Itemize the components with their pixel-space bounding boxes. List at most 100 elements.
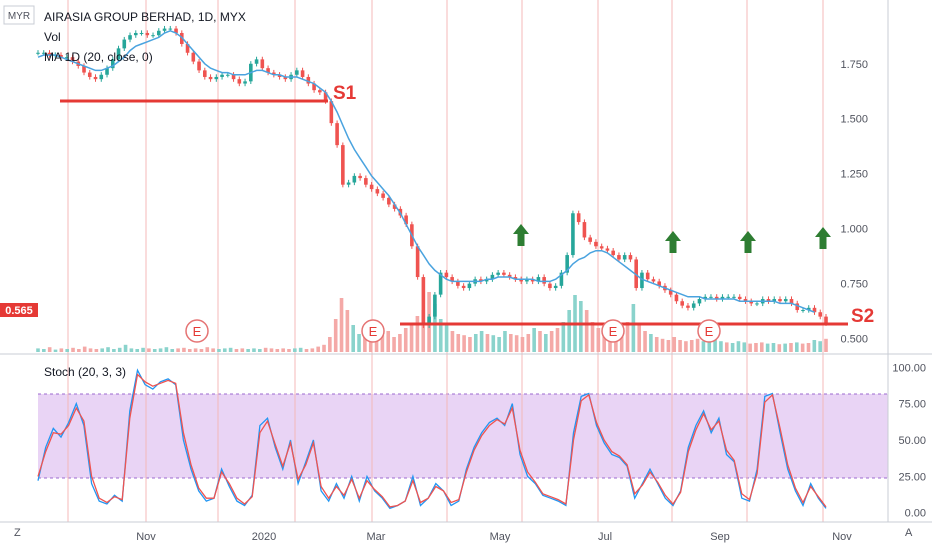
candle-body [231,74,236,80]
candle-body [461,285,466,289]
volume-bar [339,298,344,352]
volume-bar [532,328,536,352]
stoch-tick-label: 100.00 [892,362,926,374]
earnings-circle-icon [601,319,625,343]
annotation-s1: S1 [333,83,357,104]
candle-body [254,59,259,64]
volume-bar [59,348,64,352]
volume-bar [304,349,309,352]
currency-box[interactable] [3,5,35,25]
candle-body [214,76,219,80]
volume-bar [310,348,315,352]
volume-bar [444,325,449,352]
up-arrow-icon [513,224,529,246]
price-tick-label: 0.750 [840,279,868,291]
volume-bar [649,334,653,352]
volume-bar [789,343,793,352]
candle-body [243,81,247,84]
candle-body [456,281,460,286]
volume-bar [293,348,297,352]
volume-bar [433,304,437,352]
time-axis: Nov 2020 Mar May Jul Sep Nov [136,531,852,543]
volume-bar [549,331,554,352]
volume-bar [561,322,566,352]
time-tick-label: May [490,531,511,543]
volume-bar [368,334,373,352]
volume-bar [579,301,583,352]
candle-body [421,277,426,326]
candle-body [375,189,380,194]
volume-bar [88,348,93,352]
earnings-marker[interactable]: E [185,319,209,343]
volume-bar [47,347,52,352]
volume-bar [269,348,274,352]
candle-body [438,272,443,295]
candle-body [433,294,437,317]
candle-body [358,175,362,179]
auto-scale-label[interactable]: A [905,527,913,539]
stoch-legend: Stoch (20, 3, 3) [44,365,126,379]
candle-body [559,272,564,286]
candle-body [502,272,506,275]
volume-bar [409,325,414,352]
up-arrow-icon [665,231,681,253]
volume-bar [199,349,204,352]
candle-body [645,272,650,280]
candle-body [565,255,569,273]
candle-body [226,74,230,76]
volume-bar [351,325,355,352]
candle-body [783,299,788,302]
candle-body [387,197,391,205]
candle-body [220,74,224,77]
volume-bar [42,349,46,352]
timezone-icon[interactable]: Z [14,527,21,539]
earnings-circle-icon [697,319,721,343]
candle-body [691,303,696,308]
volume-bar [771,343,776,352]
candle-body [208,76,213,80]
candle-body [605,248,610,251]
time-tick-label: Nov [832,531,852,543]
volume-bar [724,342,729,352]
volume-bar [818,341,822,352]
volume-bar [625,322,630,352]
candle-body [507,274,512,278]
candle-body [191,52,196,62]
candle-body [640,272,644,289]
candle-body [611,250,615,256]
last-price-value: 0.565 [5,305,33,317]
candle-body [536,277,541,282]
candle-body [133,32,138,36]
volume-bar [258,349,262,352]
volume-bar [637,325,642,352]
volume-bar [666,340,671,352]
candle-body [260,59,265,69]
volume-bar [263,347,268,352]
candle-body [300,70,305,77]
earnings-marker[interactable]: E [361,319,385,343]
candle-body [122,39,127,49]
candle-body [795,303,800,311]
volume-bar [684,341,688,352]
volume-bar [713,337,717,352]
candle-body [772,299,777,302]
stoch-tick-label: 50.00 [898,435,926,447]
earnings-marker[interactable]: E [697,319,721,343]
stoch-tick-label: 0.00 [905,508,926,520]
earnings-marker[interactable]: E [601,319,625,343]
volume-bar [386,331,391,352]
volume-bar [643,331,647,352]
candle-body [185,43,190,53]
volume-bar [719,341,723,352]
volume-bar [800,343,805,352]
volume-bar [783,343,787,352]
volume-bar [473,334,478,352]
legend-vol: Vol [44,30,61,44]
candle-body [674,294,679,302]
time-tick-label: Sep [710,531,730,543]
volume-bar [275,349,280,352]
volume-bar [824,338,828,352]
candle-body [668,290,673,295]
